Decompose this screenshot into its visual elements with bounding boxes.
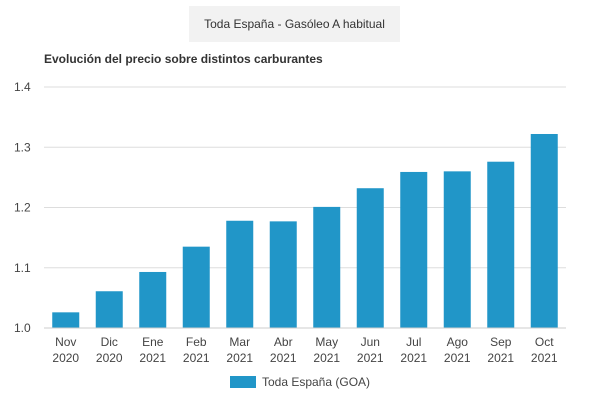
bar[interactable]: [356, 188, 384, 328]
fuel-type-tab[interactable]: Toda España - Gasóleo A habitual: [189, 6, 400, 42]
x-tick-label: Abr: [274, 335, 293, 349]
bar[interactable]: [400, 171, 428, 328]
x-tick-year-label: 2021: [487, 351, 514, 365]
x-tick-year-label: 2021: [270, 351, 297, 365]
legend-label: Toda España (GOA): [261, 375, 371, 389]
fuel-type-tab-label: Toda España - Gasóleo A habitual: [204, 17, 385, 31]
bar[interactable]: [313, 206, 341, 328]
bar[interactable]: [182, 246, 210, 328]
bar[interactable]: [443, 171, 471, 328]
y-tick-label: 1.4: [14, 80, 31, 94]
x-tick-label: May: [315, 335, 338, 349]
bar[interactable]: [226, 220, 254, 328]
x-tick-year-label: 2021: [183, 351, 210, 365]
x-tick-label: Sep: [490, 335, 512, 349]
x-tick-label: Feb: [186, 335, 207, 349]
x-tick-year-label: 2020: [96, 351, 123, 365]
x-tick-year-label: 2021: [313, 351, 340, 365]
x-tick-label: Jul: [406, 335, 421, 349]
x-tick-label: Nov: [55, 335, 76, 349]
x-tick-year-label: 2021: [400, 351, 427, 365]
x-tick-label: Oct: [535, 335, 554, 349]
chart-legend[interactable]: Toda España (GOA): [0, 375, 600, 389]
bar[interactable]: [269, 221, 297, 328]
x-tick-label: Ago: [447, 335, 469, 349]
x-tick-year-label: 2021: [444, 351, 471, 365]
bar[interactable]: [530, 133, 558, 328]
x-tick-year-label: 2021: [531, 351, 558, 365]
y-tick-label: 1.1: [14, 261, 31, 275]
bar[interactable]: [139, 271, 167, 328]
legend-swatch: [229, 376, 256, 388]
x-tick-label: Ene: [142, 335, 164, 349]
x-tick-year-label: 2021: [226, 351, 253, 365]
bar[interactable]: [487, 161, 515, 328]
bar[interactable]: [52, 312, 80, 328]
x-tick-year-label: 2021: [357, 351, 384, 365]
x-tick-label: Mar: [229, 335, 250, 349]
bar-chart: 1.0 1.1 1.2 1.3 1.4 Nov 2020 Dic 2020 Ene 2021 Feb 2…: [14, 80, 566, 365]
y-tick-label: 1.3: [14, 140, 31, 154]
y-tick-label: 1.0: [14, 321, 31, 335]
x-tick-label: Dic: [101, 335, 118, 349]
x-tick-label: Jun: [361, 335, 380, 349]
x-tick-year-label: 2021: [139, 351, 166, 365]
bar[interactable]: [95, 291, 123, 328]
chart-title: Evolución del precio sobre distintos car…: [44, 52, 323, 66]
y-tick-label: 1.2: [14, 201, 31, 215]
x-tick-year-label: 2020: [52, 351, 79, 365]
